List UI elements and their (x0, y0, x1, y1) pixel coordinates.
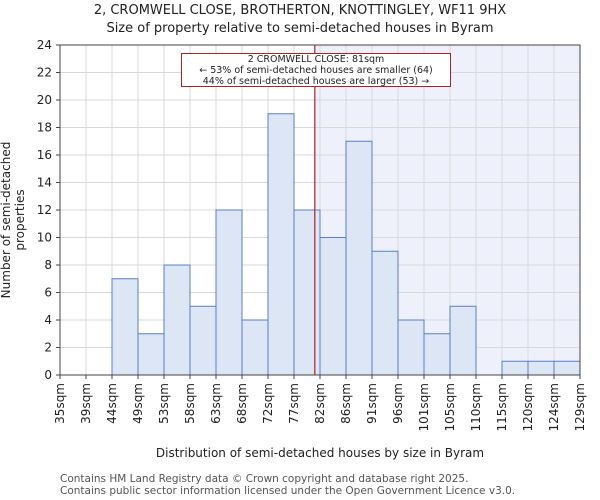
y-tick-label: 8 (44, 258, 52, 272)
x-tick-label: 77sqm (287, 383, 301, 424)
x-tick-label: 101sqm (417, 383, 431, 431)
x-tick-label: 44sqm (105, 383, 119, 424)
x-tick-label: 68sqm (235, 383, 249, 424)
x-tick-label: 115sqm (495, 383, 509, 431)
x-tick-label: 63sqm (209, 383, 223, 424)
y-tick-label: 0 (44, 368, 52, 382)
y-tick-label: 12 (37, 203, 52, 217)
y-tick-label: 24 (37, 38, 52, 52)
bar-77sqm (293, 209, 321, 376)
bar-115sqm (501, 360, 529, 376)
bar-82sqm (319, 237, 347, 376)
x-tick-label: 35sqm (53, 383, 67, 424)
x-tick-label: 96sqm (391, 383, 405, 424)
bar-63sqm (215, 209, 243, 376)
chart-title-line1: 2, CROMWELL CLOSE, BROTHERTON, KNOTTINGL… (93, 3, 507, 18)
footer-line-2: Contains public sector information licen… (60, 485, 516, 497)
bar-91sqm (371, 250, 399, 376)
annotation-line-3: 44% of semi-detached houses are larger (… (202, 76, 430, 87)
annotation-line-2: ← 53% of semi-detached houses are smalle… (199, 65, 433, 76)
y-tick-label: 14 (37, 176, 52, 190)
bar-86sqm (345, 140, 373, 376)
bar-105sqm (449, 305, 477, 376)
bar-68sqm (241, 319, 269, 376)
x-tick-label: 105sqm (443, 383, 457, 431)
y-tick-label: 2 (44, 341, 52, 355)
y-tick-label: 16 (37, 148, 52, 162)
x-tick-label: 120sqm (521, 383, 535, 431)
bar-101sqm (423, 333, 451, 376)
bar-44sqm (111, 278, 139, 376)
y-tick-label: 20 (37, 93, 52, 107)
x-tick-label: 58sqm (183, 383, 197, 424)
x-tick-label: 91sqm (365, 383, 379, 424)
y-tick-label: 10 (37, 231, 52, 245)
x-tick-label: 110sqm (469, 383, 483, 431)
y-tick-label: 18 (37, 121, 52, 135)
bar-96sqm (397, 319, 425, 376)
property-annotation-box: 2 CROMWELL CLOSE: 81sqm ← 53% of semi-de… (181, 53, 451, 87)
x-tick-label: 53sqm (157, 383, 171, 424)
y-tick-label: 4 (44, 313, 52, 327)
x-tick-label: 72sqm (261, 383, 275, 424)
footer-line-1: Contains HM Land Registry data © Crown c… (60, 473, 469, 485)
chart-title-line2: Size of property relative to semi-detach… (106, 21, 494, 36)
x-tick-label: 39sqm (79, 383, 93, 424)
x-tick-label: 124sqm (547, 383, 561, 431)
x-axis-label: Distribution of semi-detached houses by … (155, 446, 485, 460)
bar-58sqm (189, 305, 217, 376)
y-tick-label: 22 (37, 66, 52, 80)
x-tick-label: 86sqm (339, 383, 353, 424)
bar-124sqm (553, 360, 581, 376)
bar-72sqm (267, 113, 295, 376)
x-tick-label: 49sqm (131, 383, 145, 424)
bar-49sqm (137, 333, 165, 376)
annotation-line-1: 2 CROMWELL CLOSE: 81sqm (247, 54, 385, 65)
y-tick-label: 6 (44, 286, 52, 300)
x-tick-label: 129sqm (573, 383, 587, 431)
y-axis-label: Number of semi-detached properties (0, 141, 27, 299)
bar-120sqm (527, 360, 555, 376)
x-tick-label: 82sqm (313, 383, 327, 424)
bar-53sqm (163, 264, 191, 376)
